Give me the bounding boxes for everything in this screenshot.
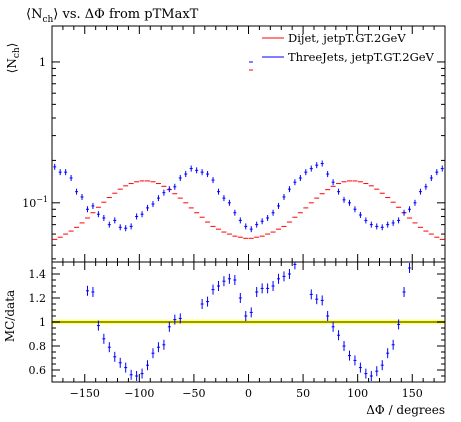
bottom-ylabel: MC/data [3,290,17,342]
series-dijet [52,180,445,240]
xtick-label: −100 [124,387,154,400]
top-ylabel-suffix: ⟩ [5,43,19,48]
xtick-label: 0 [245,387,252,400]
x-axis-label: ΔΦ / degrees [366,403,445,417]
chart-title-subscript: ch [42,15,53,25]
xtick-label: 100 [347,387,368,400]
xtick-label: −50 [182,387,205,400]
top-ylabel-prefix: ⟨N [5,58,19,73]
xtick-label: 50 [296,387,310,400]
top-ytick-label: 10−1 [22,195,48,210]
top-ytick-label-exp: −1 [36,195,48,204]
top-ylabel: ⟨Nch⟩ [5,43,22,74]
legend: Dijet, jetpT.GT.2GeV ThreeJets, jetpT.GT… [249,31,435,71]
chart-title-suffix: ⟩ vs. ΔΦ from pTMaxT [53,7,198,22]
chart-title: ⟨Nch⟩ vs. ΔΦ from pTMaxT [26,7,199,25]
series-threejets [53,160,444,233]
bottom-ytick-label: 1.2 [29,292,47,305]
ratio-series [85,262,412,381]
bottom-ytick-label: 0.8 [29,340,47,353]
xtick-label: 150 [402,387,423,400]
legend-label-dijet: Dijet, jetpT.GT.2GeV [288,31,406,45]
bottom-ytick-label: 1.4 [29,268,47,281]
top-ylabel-subscript: ch [12,47,22,58]
x-ticks: −150 −100 −50 0 50 100 150 [51,26,446,400]
xtick-label: −150 [70,387,100,400]
legend-label-threejets: ThreeJets, jetpT.GT.2GeV [288,50,435,64]
bottom-panel: 0.6 0.8 1 1.2 1.4 [29,261,446,383]
chart-title-prefix: ⟨N [26,7,42,22]
top-ytick-label: 1 [39,56,46,69]
bottom-ytick-label: 0.6 [29,364,47,377]
bottom-ytick-label: 1 [39,316,46,329]
top-ytick-label-base: 10 [22,197,36,210]
